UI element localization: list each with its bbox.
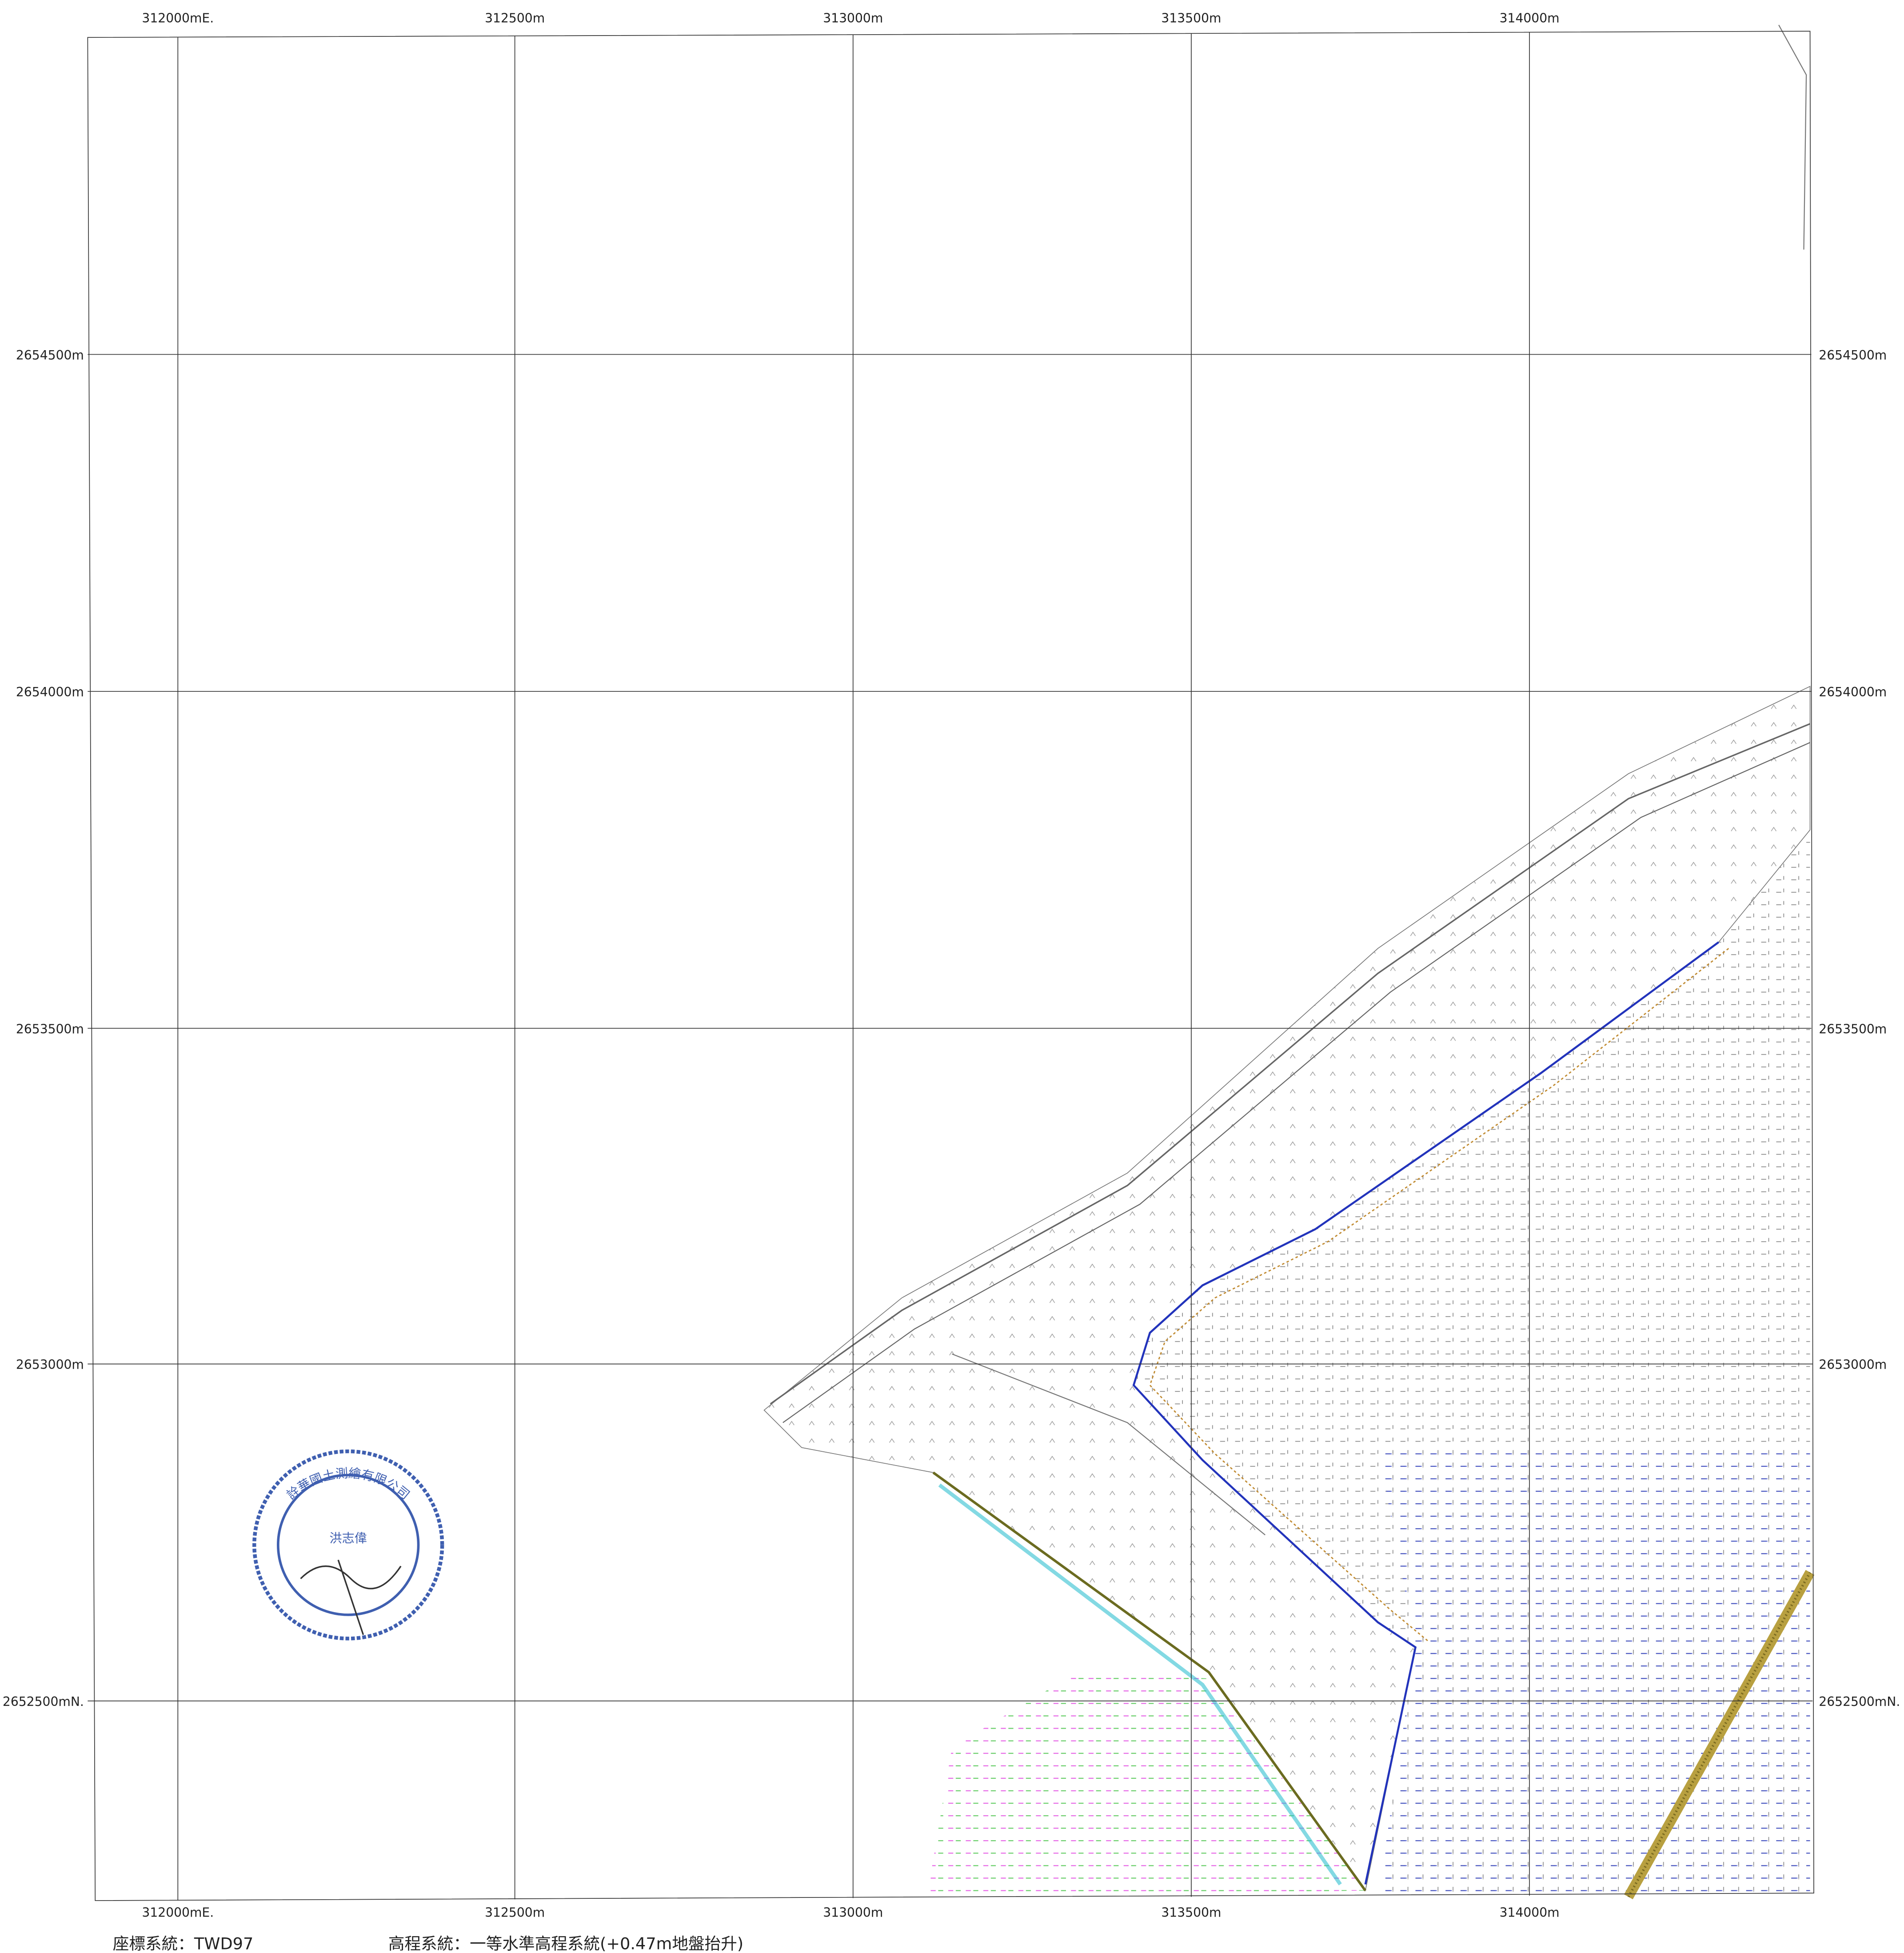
road xyxy=(770,723,1811,1405)
grid-label: 2652500mN. xyxy=(3,1694,84,1709)
grid-label: 312500m xyxy=(485,1905,545,1920)
road xyxy=(952,1353,1265,1536)
stamp-name: 洪志偉 xyxy=(329,1531,367,1546)
grid-label: 2653500m xyxy=(1819,1022,1887,1036)
road xyxy=(1778,24,1807,250)
stamp-company: 詮華國土測繪有限公司 xyxy=(284,1466,413,1502)
coastline xyxy=(932,1471,1367,1892)
survey-points-blue xyxy=(1377,1447,1810,1897)
signature xyxy=(300,1559,402,1635)
map-frame xyxy=(87,31,1814,1901)
stamp-outer xyxy=(252,1449,444,1641)
caption-elevation: 高程系統：一等水準高程系統(+0.47m地盤抬升) xyxy=(388,1934,743,1953)
railway xyxy=(1624,1570,1815,1900)
grid-label: 2653000m xyxy=(16,1358,84,1372)
grid-label: 312500m xyxy=(485,11,545,26)
grid-label: 2654500m xyxy=(16,348,84,363)
grid-label: 2653500m xyxy=(16,1022,84,1036)
seawall-toe xyxy=(1149,948,1729,1642)
survey-points-color xyxy=(927,1672,1365,1897)
grid-label: 314000m xyxy=(1500,11,1560,26)
stamp: 詮華國土測繪有限公司 洪志偉 xyxy=(252,1449,444,1641)
road xyxy=(782,742,1811,1423)
grid-label: 2654000m xyxy=(1819,685,1887,699)
grid-label: 313000m xyxy=(823,11,883,26)
grid-label: 313500m xyxy=(1161,11,1221,26)
grid-label: 312000mE. xyxy=(142,1905,214,1920)
grid-label: 313500m xyxy=(1161,1905,1221,1920)
grid-label: 2653000m xyxy=(1819,1358,1887,1372)
seawall xyxy=(1132,941,1720,1885)
grid-label: 314000m xyxy=(1500,1905,1560,1920)
grid-labels: 312000mE. 312500m 313000m 313500m 314000m 312… xyxy=(3,11,1900,1920)
grid-label: 2654500m xyxy=(1819,348,1887,363)
grid xyxy=(87,31,1814,1901)
grid-label: 312000mE. xyxy=(142,11,214,26)
stamp-inner xyxy=(277,1474,420,1616)
map-content xyxy=(763,24,1815,1900)
grid-label: 2652500mN. xyxy=(1819,1694,1900,1709)
caption-coordinate: 座標系統：TWD97 xyxy=(113,1934,254,1953)
grid-label: 2654000m xyxy=(16,685,84,699)
grid-label: 313000m xyxy=(823,1905,883,1920)
water-edge xyxy=(938,1483,1342,1885)
